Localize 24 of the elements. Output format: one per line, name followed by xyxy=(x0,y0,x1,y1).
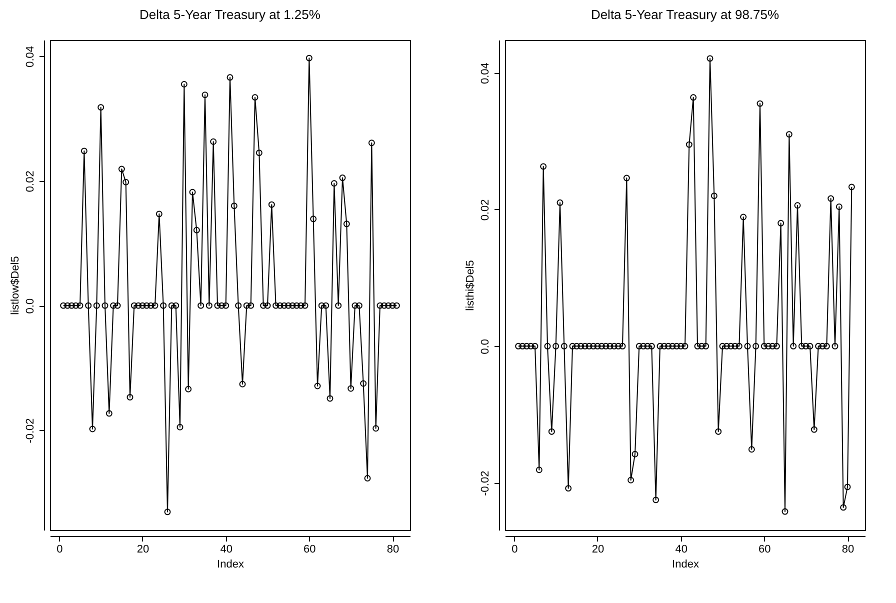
x-tick-label: 80 xyxy=(386,544,400,556)
x-tick-label: 60 xyxy=(758,544,771,556)
x-tick-label: 40 xyxy=(220,544,232,556)
y-tick-label: 0.0 xyxy=(480,339,492,354)
x-tick-label: 60 xyxy=(304,544,316,556)
y-tick-label: 0.04 xyxy=(480,62,492,84)
chart-title: Delta 5-Year Treasury at 1.25% xyxy=(140,7,321,22)
x-tick-label: 20 xyxy=(592,544,604,556)
x-axis-title: Index xyxy=(672,558,700,570)
x-tick-label: 80 xyxy=(842,544,854,556)
x-tick-label: 0 xyxy=(512,544,518,556)
x-tick-label: 0 xyxy=(56,544,63,556)
y-axis-title: listhi$Del5 xyxy=(464,260,476,311)
chart-title: Delta 5-Year Treasury at 98.75% xyxy=(590,7,780,22)
x-axis-title: Index xyxy=(217,558,244,570)
y-tick-label: 0.02 xyxy=(480,199,492,221)
y-tick-label: 0.02 xyxy=(24,170,36,192)
y-tick-label: -0.02 xyxy=(24,418,36,444)
x-tick-label: 20 xyxy=(136,544,150,556)
y-tick-label: -0.02 xyxy=(480,470,492,496)
x-tick-label: 40 xyxy=(675,544,688,556)
y-tick-label: 0.0 xyxy=(24,298,36,314)
y-axis-title: listlow$Del5 xyxy=(10,256,22,315)
y-tick-label: 0.04 xyxy=(24,46,36,68)
